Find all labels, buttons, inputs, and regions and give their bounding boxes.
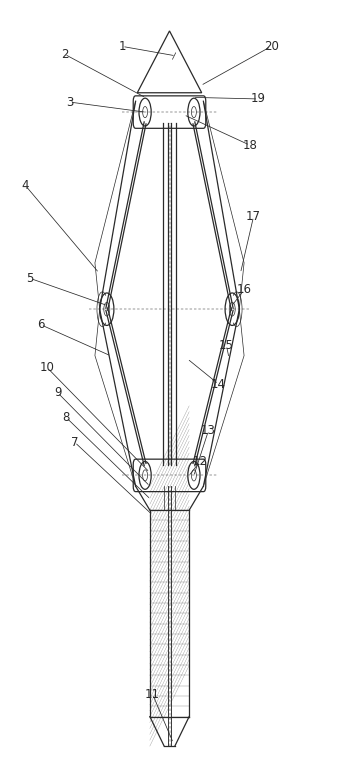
Text: 20: 20	[264, 40, 279, 53]
Text: 14: 14	[211, 378, 226, 390]
Text: 15: 15	[219, 339, 234, 352]
Text: 10: 10	[40, 362, 55, 374]
Text: 4: 4	[22, 179, 29, 192]
Text: 1: 1	[118, 40, 126, 53]
Text: 2: 2	[61, 48, 68, 60]
Text: 19: 19	[251, 93, 266, 105]
Text: 11: 11	[145, 688, 160, 700]
Text: 18: 18	[243, 139, 258, 152]
Text: 12: 12	[193, 455, 207, 468]
Text: 9: 9	[54, 386, 61, 399]
Text: 6: 6	[37, 318, 44, 331]
Text: 13: 13	[201, 424, 216, 437]
Text: 7: 7	[71, 436, 78, 448]
Text: 5: 5	[26, 272, 34, 284]
Text: 3: 3	[66, 96, 73, 108]
Text: 8: 8	[62, 411, 70, 424]
Text: 16: 16	[237, 284, 252, 296]
Text: 17: 17	[246, 210, 261, 223]
